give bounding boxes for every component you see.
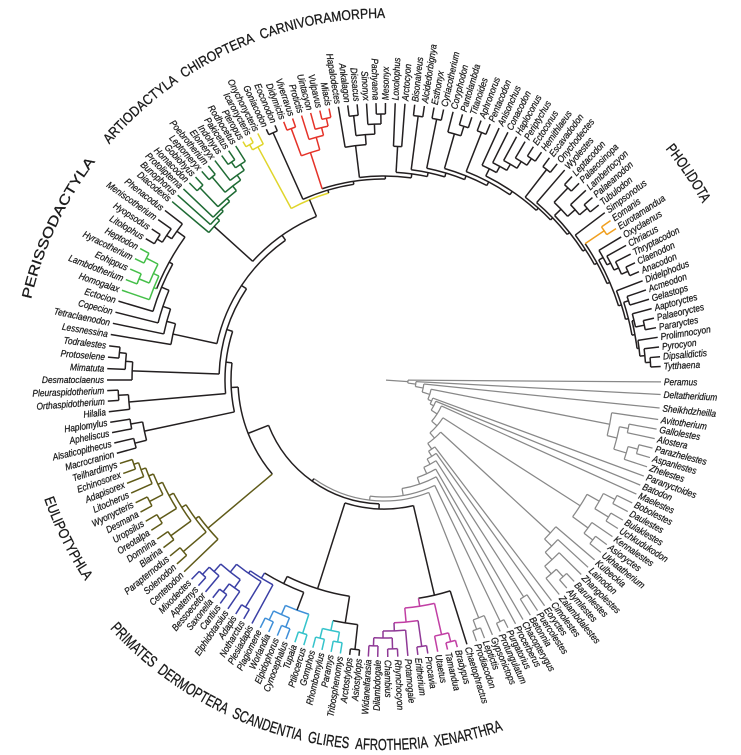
svg-text:Bisonalveus: Bisonalveus: [410, 56, 426, 102]
svg-text:Desmatoclaenus: Desmatoclaenus: [42, 375, 105, 386]
svg-text:Pyrocyon: Pyrocyon: [661, 337, 697, 352]
svg-text:Mimatuta: Mimatuta: [70, 362, 105, 374]
svg-text:Pachyaena: Pachyaena: [369, 58, 381, 100]
svg-text:Pleuraspidotherium: Pleuraspidotherium: [32, 385, 105, 398]
svg-text:Miacis: Miacis: [319, 81, 334, 107]
svg-text:Tytthaena: Tytthaena: [663, 359, 700, 371]
svg-text:Procavia: Procavia: [423, 656, 439, 690]
svg-text:Hilalia: Hilalia: [83, 407, 107, 420]
svg-text:Protoselene: Protoselene: [60, 348, 105, 362]
svg-text:Dipsalidictis: Dipsalidictis: [663, 347, 708, 361]
svg-text:Widanelfarasia: Widanelfarasia: [360, 659, 374, 715]
svg-text:Arctocyon: Arctocyon: [400, 63, 414, 102]
svg-text:Dilambdogale: Dilambdogale: [371, 660, 383, 711]
svg-text:Sinonyx: Sinonyx: [359, 71, 372, 102]
svg-text:Peramus: Peramus: [664, 377, 698, 388]
svg-text:Potamogale: Potamogale: [403, 658, 417, 703]
svg-text:Deltatheridium: Deltatheridium: [663, 389, 718, 402]
svg-text:Asiostylops: Asiostylops: [350, 658, 365, 702]
svg-text:Eritherium: Eritherium: [413, 657, 428, 696]
svg-text:Dissacus: Dissacus: [348, 67, 362, 102]
svg-text:Chambius: Chambius: [382, 660, 393, 698]
svg-text:Rhynchocyon: Rhynchocyon: [393, 659, 406, 710]
svg-text:Loxolophus: Loxolophus: [390, 57, 402, 101]
svg-text:Mesonyx: Mesonyx: [380, 66, 391, 100]
